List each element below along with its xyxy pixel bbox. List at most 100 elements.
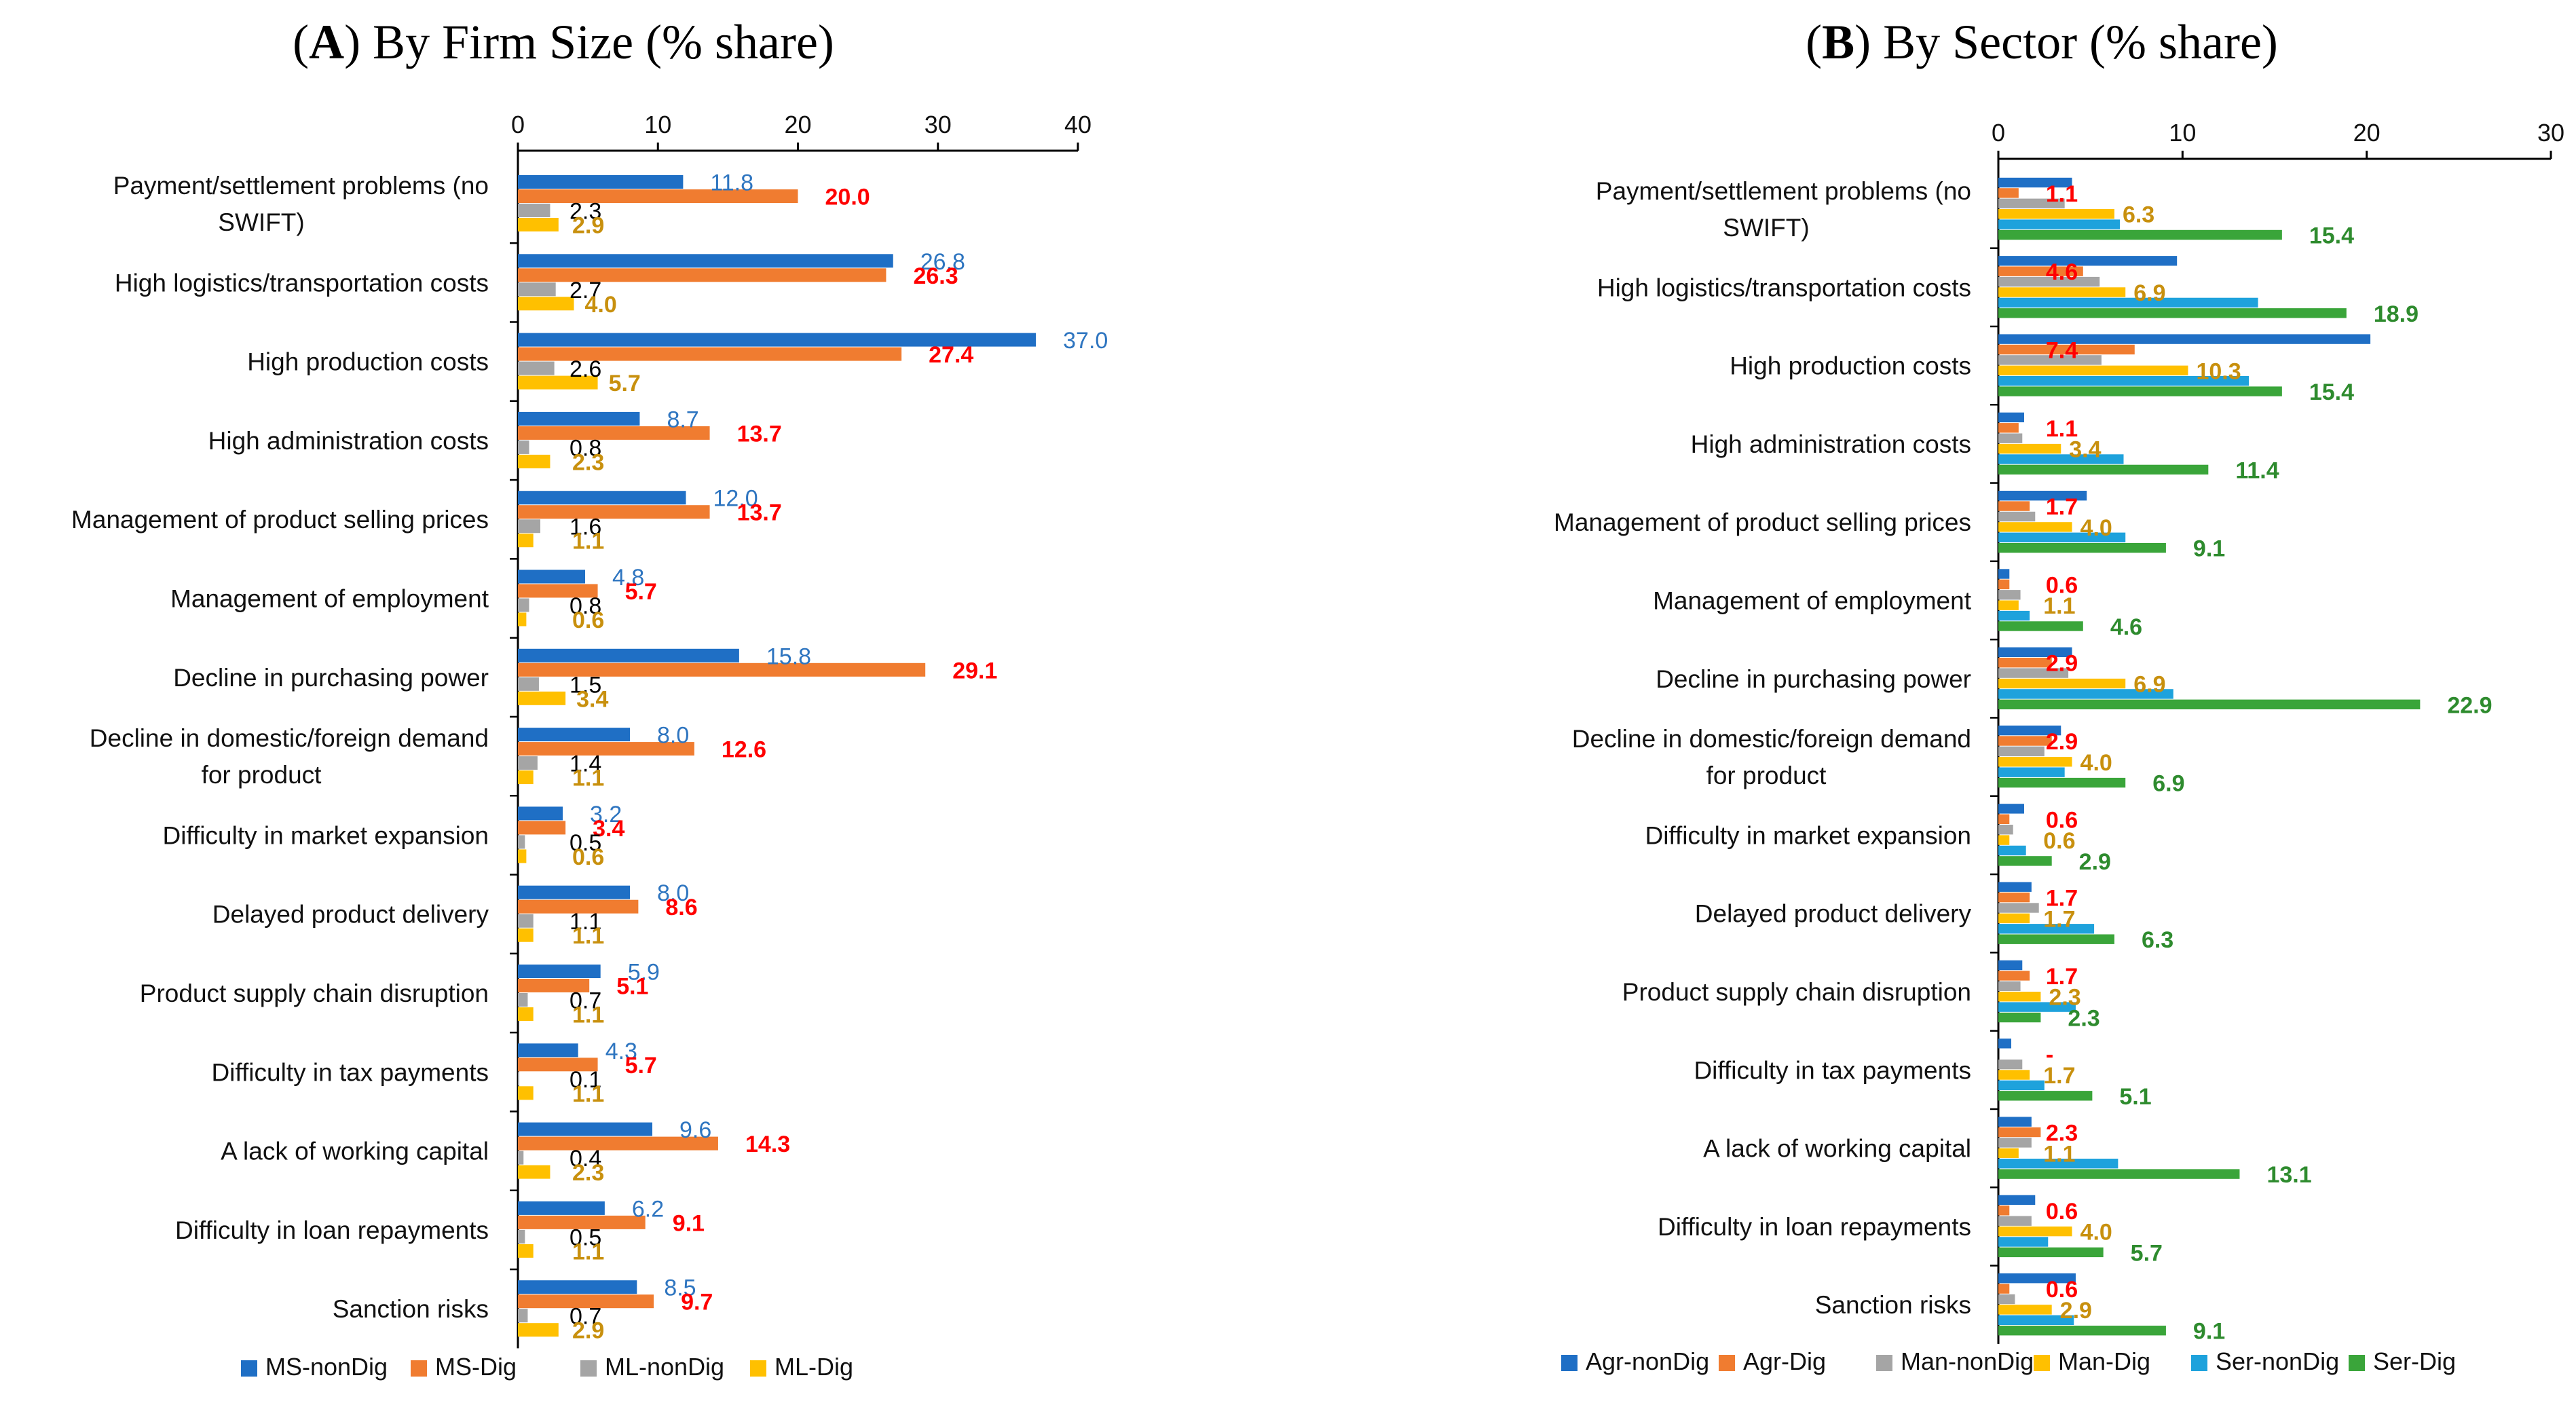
data-label-ms-nondig: 8.7 xyxy=(667,407,698,432)
data-label-agr-dig: 0.6 xyxy=(2046,572,2078,598)
bar-ser-nondig xyxy=(1998,376,2250,386)
bar-man-nondig xyxy=(1998,1138,2032,1148)
bar-agr-dig xyxy=(1998,736,2052,746)
category-label: A lack of working capital xyxy=(221,1138,489,1165)
bar-ml-nondig xyxy=(518,204,550,217)
bar-ser-nondig xyxy=(1998,1315,2074,1325)
bar-man-nondig xyxy=(1998,825,2013,835)
x-tick-label: 30 xyxy=(2537,119,2564,147)
category-label: Decline in domestic/foreign demand for pr… xyxy=(90,724,489,789)
x-tick-label: 30 xyxy=(925,111,952,138)
bar-ser-dig xyxy=(1998,856,2052,866)
category-label: Decline in purchasing power xyxy=(1656,665,1971,693)
category-label: Difficulty in tax payments xyxy=(211,1058,489,1086)
bar-ml-nondig xyxy=(518,835,525,849)
bar-man-nondig xyxy=(1998,590,2021,600)
bar-ser-nondig xyxy=(1998,845,2026,856)
x-tick-label: 0 xyxy=(511,111,525,138)
legend-label: ML-Dig xyxy=(774,1353,853,1381)
bar-ms-nondig xyxy=(518,1280,637,1294)
legend-swatch xyxy=(1561,1355,1578,1371)
data-label-ml-nondig: 1.5 xyxy=(570,672,601,698)
data-label-man-dig: 6.3 xyxy=(2123,202,2154,228)
data-label-man-dig: 3.4 xyxy=(2069,437,2101,463)
data-label-agr-dig: 1.1 xyxy=(2046,181,2078,207)
bar-ms-dig xyxy=(518,1136,718,1151)
data-label-ml-dig: 2.3 xyxy=(572,449,604,475)
bar-ms-nondig xyxy=(518,965,601,978)
data-label-ms-nondig: 6.2 xyxy=(632,1196,664,1222)
category-label: Management of product selling prices xyxy=(71,506,489,534)
data-label-ms-nondig: 11.8 xyxy=(710,170,753,196)
data-label-agr-dig: 2.9 xyxy=(2046,729,2078,755)
bar-ml-dig xyxy=(518,375,598,390)
data-label-ms-dig: 14.3 xyxy=(745,1132,790,1157)
data-label-ms-nondig: 4.8 xyxy=(612,565,644,591)
data-label-ml-nondig: 2.3 xyxy=(570,199,601,225)
category-label: Difficulty in tax payments xyxy=(1694,1056,1971,1084)
bar-ml-dig xyxy=(518,849,527,863)
data-label-ser-dig: 4.6 xyxy=(2110,614,2142,640)
data-label-ml-dig: 1.1 xyxy=(572,529,604,555)
data-label-ms-nondig: 9.6 xyxy=(679,1117,711,1143)
bar-ml-nondig xyxy=(518,1072,520,1086)
bar-ms-nondig xyxy=(518,1201,605,1215)
category-label: Product supply chain disruption xyxy=(1622,978,1971,1006)
bar-ms-dig xyxy=(518,1058,598,1072)
legend-swatch xyxy=(1876,1355,1892,1371)
data-label-ser-dig: 18.9 xyxy=(2374,301,2419,327)
data-label-ms-dig: 20.0 xyxy=(825,185,870,210)
bar-man-dig xyxy=(1998,209,2114,219)
legend-swatch xyxy=(580,1360,597,1377)
category-label: Sanction risks xyxy=(333,1295,489,1323)
data-label-ml-nondig: 1.6 xyxy=(570,515,601,540)
data-label-ser-dig: 2.9 xyxy=(2079,849,2111,875)
data-label-ms-dig: 8.6 xyxy=(665,895,697,920)
bar-ms-dig xyxy=(518,821,566,835)
bar-ml-nondig xyxy=(518,440,529,454)
bar-man-nondig xyxy=(1998,355,2102,365)
bar-ml-dig xyxy=(518,1007,534,1021)
panel-b-sector: (B) By Sector (% share) 0 10 20 30 Payment/se… xyxy=(1554,15,2564,1375)
category-label: Difficulty in loan repayments xyxy=(1658,1213,1971,1241)
bar-man-nondig xyxy=(1998,1294,2015,1305)
legend-swatch xyxy=(2191,1355,2207,1371)
legend-label: ML-nonDig xyxy=(605,1353,724,1381)
data-label-ml-nondig: 0.7 xyxy=(570,1304,601,1330)
data-label-ms-dig: 29.1 xyxy=(952,658,997,684)
bar-man-nondig xyxy=(1998,981,2021,991)
legend-label: Agr-nonDig xyxy=(1586,1347,1709,1375)
data-label-ms-nondig: 8.0 xyxy=(657,880,689,906)
bar-ser-dig xyxy=(1998,1169,2240,1179)
data-label-ser-dig: 9.1 xyxy=(2193,1319,2225,1345)
bar-man-nondig xyxy=(1998,276,2100,287)
bar-ser-dig xyxy=(1998,1247,2104,1258)
data-label-ml-dig: 0.6 xyxy=(572,844,604,870)
data-label-agr-dig: 7.4 xyxy=(2046,338,2078,364)
x-tick-label: 0 xyxy=(1992,119,2005,147)
bar-ms-dig xyxy=(518,979,590,992)
data-label-agr-dig: 0.6 xyxy=(2046,807,2078,833)
bar-man-dig xyxy=(1998,1226,2072,1237)
bar-ms-nondig xyxy=(518,491,686,505)
bar-ser-dig xyxy=(1998,934,2114,944)
bar-ml-dig xyxy=(518,770,534,785)
category-label: Product supply chain disruption xyxy=(140,979,489,1007)
bar-ml-dig xyxy=(518,1323,559,1337)
data-label-man-dig: 6.9 xyxy=(2133,280,2165,306)
bar-ms-nondig xyxy=(518,885,630,899)
bar-ms-dig xyxy=(518,899,639,914)
bar-man-dig xyxy=(1998,600,2019,610)
data-label-ml-dig: 2.9 xyxy=(572,213,604,239)
bar-ser-dig xyxy=(1998,1091,2093,1101)
bar-ml-dig xyxy=(518,1086,534,1100)
bar-ms-dig xyxy=(518,584,598,598)
bar-ml-nondig xyxy=(518,282,556,297)
bar-ser-dig xyxy=(1998,777,2126,788)
bar-ml-nondig xyxy=(518,598,529,612)
bar-ser-nondig xyxy=(1998,1237,2049,1247)
category-label: Sanction risks xyxy=(1815,1291,1971,1319)
legend-label: Agr-Dig xyxy=(1743,1347,1826,1375)
bar-ms-nondig xyxy=(518,411,640,426)
bar-man-nondig xyxy=(1998,668,2069,678)
